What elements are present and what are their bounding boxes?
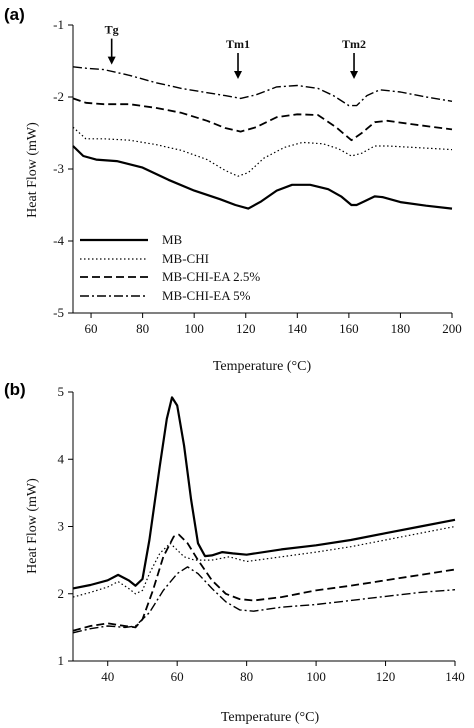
panel-a-x-tick-label: 120 (236, 321, 256, 336)
panel-b-y-tick-label: 3 (58, 519, 65, 534)
panel-b-series-dashed-line (72, 533, 456, 632)
legend-label-mb-chi-ea-2-5: MB-CHI-EA 2.5% (162, 269, 260, 284)
panel-b-y-tick-label: 5 (58, 384, 65, 399)
panel-a-series-dashed-line (72, 97, 453, 142)
panel-b-y-tick-label: 4 (58, 451, 65, 466)
legend-label-mb: MB (162, 232, 183, 247)
panel-a-series-solid-line (72, 145, 453, 210)
panel-a-y-tick-label: -2 (53, 89, 64, 104)
panel-a-annotation-label: Tm2 (342, 37, 366, 51)
panel-a-annotation-arrowhead (107, 56, 116, 65)
panel-b-x-tick-label: 40 (101, 669, 114, 684)
panel-a-y-tick-label: -4 (53, 233, 64, 248)
legend-label-mb-chi: MB-CHI (162, 251, 209, 266)
panel-a-series-dotted-line (72, 126, 453, 177)
panel-a-annotation-label: Tg (105, 23, 119, 37)
panel-b-ylabel: Heat Flow (mW) (25, 478, 40, 574)
panel-b-series-dotted-line (72, 525, 456, 598)
panel-a-y-tick-label: -3 (53, 161, 64, 176)
panel-b-x-tick-label: 100 (306, 669, 326, 684)
panel-b-y-tick-label: 1 (58, 653, 65, 668)
panel-a-annotation-arrowhead (350, 71, 359, 79)
panel-a-x-tick-label: 180 (391, 321, 411, 336)
panel-a-x-tick-label: 80 (136, 321, 149, 336)
panel-b-x-tick-label: 140 (445, 669, 465, 684)
panel-a-xlabel: Temperature (°C) (213, 359, 312, 374)
panel-a-x-tick-label: 200 (442, 321, 462, 336)
panel-a-plot-area: -5 -4 -3 -2 -1 60 80 100 120 140 160 180 200 Tg Tm1 Tm2 (53, 17, 462, 336)
panel-a-label: (a) (4, 5, 25, 24)
panel-a-y-tick-label: -5 (53, 305, 64, 320)
panel-a-y-tick-label: -1 (53, 17, 64, 32)
panel-a: (a) Heat Flow (mW) Temperature (°C) -5 -4… (4, 5, 462, 374)
panel-b-y-tick-label: 2 (58, 586, 65, 601)
panel-b-x-tick-label: 120 (376, 669, 396, 684)
panel-a-x-tick-label: 60 (85, 321, 98, 336)
panel-b-x-tick-label: 80 (240, 669, 253, 684)
panel-b-x-tick-label: 60 (171, 669, 184, 684)
panel-b-series-solid-line (72, 396, 456, 590)
panel-a-legend: MB MB-CHI MB-CHI-EA 2.5% MB-CHI-EA 5% (80, 232, 260, 303)
panel-b-label: (b) (4, 380, 26, 399)
panel-b-xlabel: Temperature (°C) (221, 710, 320, 725)
legend-label-mb-chi-ea-5: MB-CHI-EA 5% (162, 288, 251, 303)
panel-a-annotation-arrowhead (234, 71, 243, 79)
panel-a-x-tick-label: 100 (184, 321, 204, 336)
panel-a-x-tick-label: 140 (288, 321, 308, 336)
panel-a-ylabel: Heat Flow (mW) (25, 122, 40, 218)
panel-a-annotation-label: Tm1 (226, 37, 250, 51)
panel-b: (b) Heat Flow (mW) Temperature (°C) 1 2 3 4… (4, 380, 465, 725)
panel-a-series-dashdot-line (72, 66, 453, 107)
panel-b-series-dashdot-line (72, 566, 456, 634)
panel-b-plot-area: 1 2 3 4 5 40 60 80 100 120 140 (58, 384, 465, 684)
panel-a-x-tick-label: 160 (339, 321, 359, 336)
